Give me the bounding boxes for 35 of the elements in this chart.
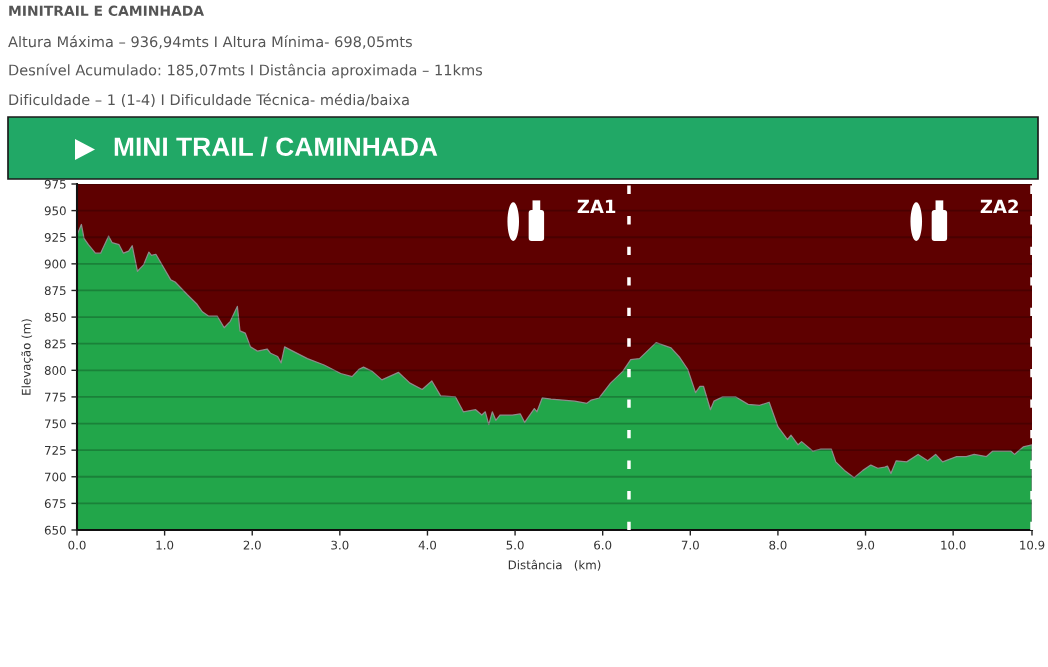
x-tick-label: 9.0	[856, 540, 875, 550]
x-tick-label: 10.9	[1020, 540, 1045, 550]
y-tick-label: 675	[44, 499, 66, 509]
text: Desnível Acumulado: 185,07mts I Distância aproximada – 11kms	[9, 63, 483, 79]
text: Altura Máxima – 936,94mts I Altura Mínima- 698,05mts	[8, 35, 412, 49]
ref-line-label: ZA1	[577, 199, 616, 213]
y-tick-label: 800	[44, 366, 66, 375]
x-tick-label: 10.0	[941, 540, 966, 550]
y-tick-label: 975	[44, 179, 66, 189]
y-axis-title: Elevação (m)	[21, 319, 33, 395]
chart-subtitle: MINI TRAIL / CAMINHADA	[114, 136, 438, 157]
x-tick-label: 1.0	[156, 540, 174, 550]
x-tick-label: 5.0	[506, 540, 524, 550]
y-tick-label: 725	[45, 445, 66, 455]
y-tick-label: 900	[44, 259, 66, 269]
y-tick-label: 700	[45, 472, 66, 482]
x-axis-title: Distância (km)	[508, 559, 601, 571]
y-tick-label: 850	[44, 312, 66, 322]
y-tick-label: 875	[44, 286, 66, 296]
y-tick-label: 825	[44, 339, 66, 349]
x-tick-label: 2.0	[243, 540, 261, 550]
y-tick-label: 925	[44, 232, 66, 242]
y-tick-label: 750	[45, 419, 66, 429]
x-tick-label: 8.0	[769, 540, 787, 550]
x-tick-label: 7.0	[681, 540, 699, 550]
chart-title: MINITRAIL E CAMINHADA	[9, 5, 205, 17]
y-tick-label: 775	[45, 392, 66, 402]
x-tick-label: 6.0	[594, 540, 612, 550]
x-tick-label: 0.0	[68, 540, 86, 550]
x-tick-label: 3.0	[331, 540, 349, 550]
ref-line-label: ZA2	[980, 199, 1018, 213]
text: Dificuldade – 1 (1-4) I Dificuldade Técnica- média/baixa	[9, 93, 409, 107]
x-tick-label: 4.0	[418, 540, 437, 550]
y-tick-label: 950	[44, 206, 66, 216]
y-tick-label: 650	[44, 525, 66, 535]
